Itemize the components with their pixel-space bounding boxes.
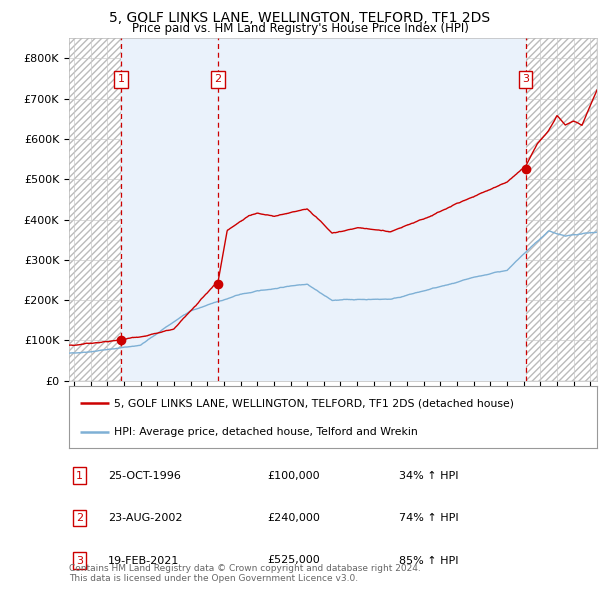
Text: 2: 2: [215, 74, 221, 84]
Text: £240,000: £240,000: [267, 513, 320, 523]
Text: £100,000: £100,000: [267, 471, 320, 480]
Text: Contains HM Land Registry data © Crown copyright and database right 2024.
This d: Contains HM Land Registry data © Crown c…: [69, 563, 421, 583]
Text: 23-AUG-2002: 23-AUG-2002: [108, 513, 182, 523]
Text: 34% ↑ HPI: 34% ↑ HPI: [399, 471, 458, 480]
Bar: [121, 38, 218, 381]
Text: Price paid vs. HM Land Registry's House Price Index (HPI): Price paid vs. HM Land Registry's House …: [131, 22, 469, 35]
Text: 1: 1: [118, 74, 124, 84]
Text: HPI: Average price, detached house, Telford and Wrekin: HPI: Average price, detached house, Telf…: [114, 427, 418, 437]
Bar: [218, 38, 526, 381]
Text: 19-FEB-2021: 19-FEB-2021: [108, 556, 179, 565]
Text: 85% ↑ HPI: 85% ↑ HPI: [399, 556, 458, 565]
Text: 2: 2: [76, 513, 83, 523]
Bar: [121, 38, 218, 381]
Text: 1: 1: [76, 471, 83, 480]
Bar: [526, 38, 597, 381]
Text: 5, GOLF LINKS LANE, WELLINGTON, TELFORD, TF1 2DS (detached house): 5, GOLF LINKS LANE, WELLINGTON, TELFORD,…: [114, 398, 514, 408]
Text: 74% ↑ HPI: 74% ↑ HPI: [399, 513, 458, 523]
Bar: [69, 38, 121, 381]
Text: 25-OCT-1996: 25-OCT-1996: [108, 471, 181, 480]
Text: 5, GOLF LINKS LANE, WELLINGTON, TELFORD, TF1 2DS: 5, GOLF LINKS LANE, WELLINGTON, TELFORD,…: [109, 11, 491, 25]
Text: £525,000: £525,000: [267, 556, 320, 565]
Text: 3: 3: [76, 556, 83, 565]
Bar: [218, 38, 526, 381]
Text: 3: 3: [522, 74, 529, 84]
